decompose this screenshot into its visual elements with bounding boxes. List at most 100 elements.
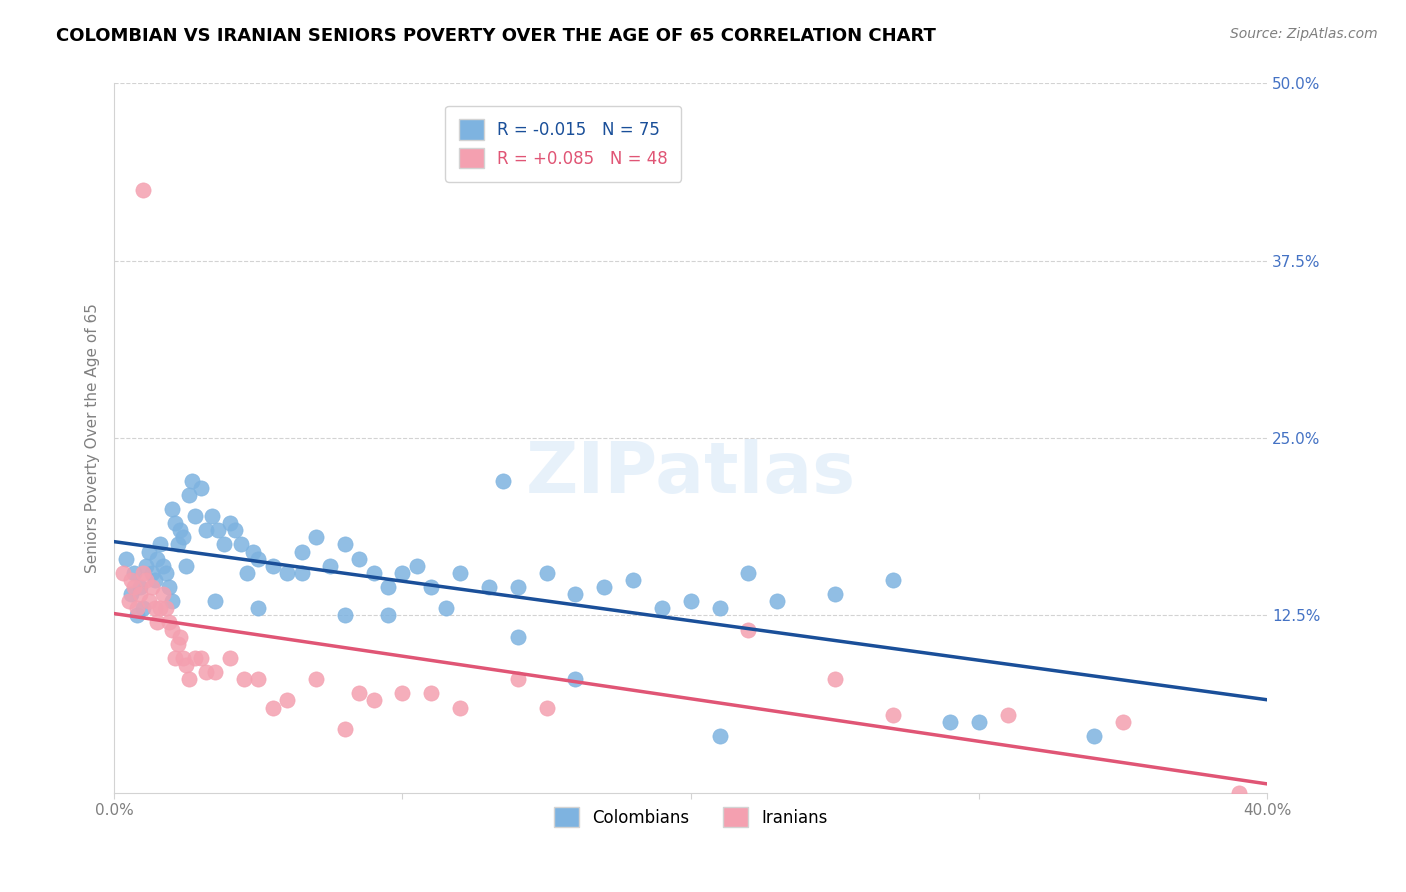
Point [143,573,166,587]
Point [305,672,328,686]
Point [449,700,471,714]
Point [152,587,174,601]
Point [391,686,413,700]
Point [184,509,207,524]
Point [132,183,155,197]
Point [172,530,194,544]
Point [709,729,731,743]
Point [391,566,413,580]
Point [621,573,644,587]
Point [276,693,298,707]
Point [141,566,163,580]
Point [679,594,702,608]
Point [184,651,207,665]
Point [129,587,152,601]
Point [204,665,226,679]
Point [305,530,328,544]
Point [349,686,371,700]
Point [224,523,246,537]
Point [506,630,529,644]
Point [276,566,298,580]
Point [766,594,789,608]
Point [155,566,177,580]
Point [967,714,990,729]
Point [163,651,186,665]
Point [218,651,240,665]
Point [377,580,399,594]
Point [349,551,371,566]
Point [204,594,226,608]
Point [166,637,188,651]
Point [737,623,759,637]
Point [262,700,284,714]
Point [155,601,177,615]
Point [114,551,136,566]
Point [242,544,264,558]
Point [1112,714,1135,729]
Point [179,488,201,502]
Point [492,474,515,488]
Point [146,551,169,566]
Point [174,658,197,673]
Point [212,537,235,551]
Point [127,608,149,623]
Point [121,587,143,601]
Point [247,601,270,615]
Point [824,587,846,601]
Text: Source: ZipAtlas.com: Source: ZipAtlas.com [1230,27,1378,41]
Point [478,580,501,594]
Point [434,601,457,615]
Point [218,516,240,530]
Point [229,537,252,551]
Point [201,509,224,524]
Point [363,566,385,580]
Point [420,580,443,594]
Point [651,601,673,615]
Point [160,594,183,608]
Point [132,566,155,580]
Point [420,686,443,700]
Point [121,573,143,587]
Point [160,502,183,516]
Point [449,566,471,580]
Point [190,481,212,495]
Point [181,474,204,488]
Point [333,537,356,551]
Legend: Colombians, Iranians: Colombians, Iranians [547,800,834,834]
Point [157,615,180,630]
Point [564,672,586,686]
Point [1227,786,1250,800]
Point [262,558,284,573]
Point [163,516,186,530]
Point [172,651,194,665]
Point [997,707,1019,722]
Point [247,551,270,566]
Point [882,573,904,587]
Point [149,537,172,551]
Point [195,523,218,537]
Point [141,580,163,594]
Point [138,544,160,558]
Point [536,566,558,580]
Point [333,608,356,623]
Point [363,693,385,707]
Point [593,580,616,594]
Point [236,566,259,580]
Point [152,558,174,573]
Point [232,672,254,686]
Point [127,601,149,615]
Point [174,558,197,573]
Point [166,537,188,551]
Text: ZIPatlas: ZIPatlas [526,439,856,508]
Point [135,558,157,573]
Point [536,700,558,714]
Point [709,601,731,615]
Point [190,651,212,665]
Point [138,594,160,608]
Point [169,630,191,644]
Point [146,615,169,630]
Point [290,566,312,580]
Point [377,608,399,623]
Point [169,523,191,537]
Point [160,623,183,637]
